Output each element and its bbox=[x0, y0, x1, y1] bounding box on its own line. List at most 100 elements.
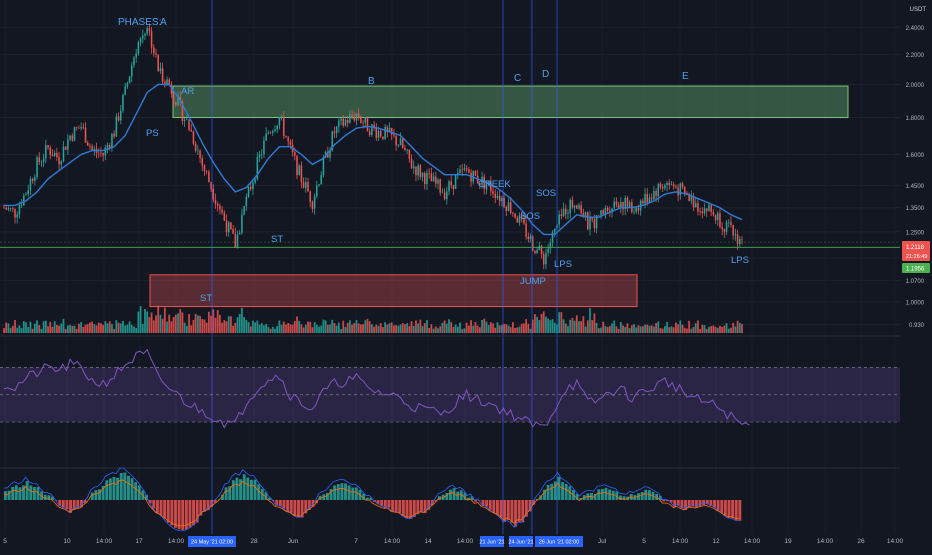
macd-hist-bar bbox=[395, 500, 398, 513]
volume-bar bbox=[265, 324, 267, 333]
volume-bar bbox=[248, 322, 250, 333]
candle-body bbox=[334, 132, 336, 134]
candle-body bbox=[569, 200, 571, 213]
candle-body bbox=[503, 198, 505, 207]
volume-bar bbox=[668, 327, 670, 333]
volume-bar bbox=[113, 329, 115, 333]
volume-bar bbox=[682, 325, 684, 333]
volume-bar bbox=[622, 325, 624, 333]
axis-pair-label: USDT bbox=[910, 7, 927, 13]
time-tick-label: 17 bbox=[135, 538, 143, 545]
volume-bar bbox=[675, 323, 677, 333]
volume-bar bbox=[21, 328, 23, 333]
volume-bar bbox=[215, 318, 217, 333]
candle-body bbox=[666, 183, 668, 185]
candle-body bbox=[508, 202, 510, 211]
highlighted-date-label-3: 26 Jun '21 02:00 bbox=[539, 540, 580, 546]
volume-bar bbox=[655, 323, 657, 333]
candle-body bbox=[12, 208, 14, 209]
macd-hist-bar bbox=[510, 500, 513, 523]
volume-bar bbox=[74, 326, 76, 333]
volume-bar bbox=[404, 324, 406, 333]
volume-bar bbox=[259, 325, 261, 333]
macd-hist-bar bbox=[333, 485, 336, 500]
phase-label-1: A bbox=[160, 17, 167, 28]
volume-bar bbox=[276, 326, 278, 333]
candle-body bbox=[235, 234, 237, 248]
candle-body bbox=[113, 134, 115, 137]
volume-bar bbox=[188, 314, 190, 333]
volume-bar bbox=[569, 320, 571, 333]
last-price-value: 1.2118 bbox=[906, 245, 925, 251]
volume-bar bbox=[470, 320, 472, 333]
volume-bar bbox=[153, 320, 155, 333]
candle-body bbox=[188, 120, 190, 130]
macd-hist-bar bbox=[290, 500, 293, 513]
macd-hist-bar bbox=[44, 495, 47, 500]
price-tick-label: 2.2000 bbox=[906, 53, 925, 59]
macd-hist-bar bbox=[662, 500, 665, 501]
macd-hist-bar bbox=[561, 482, 564, 500]
macd-hist-bar bbox=[232, 480, 235, 500]
candle-body bbox=[206, 171, 208, 172]
volume-bar bbox=[503, 324, 505, 333]
volume-bar bbox=[115, 320, 117, 333]
macd-hist-bar bbox=[547, 485, 550, 500]
volume-bar bbox=[133, 326, 135, 333]
candle-body bbox=[406, 150, 408, 151]
candle-body bbox=[318, 184, 320, 185]
volume-bar bbox=[494, 328, 496, 333]
candle-body bbox=[274, 129, 276, 131]
volume-bar bbox=[182, 312, 184, 333]
volume-bar bbox=[160, 315, 162, 333]
volume-bar bbox=[162, 319, 164, 333]
volume-bar bbox=[41, 329, 43, 333]
volume-bar bbox=[30, 322, 32, 333]
candle-body bbox=[600, 210, 602, 215]
volume-bar bbox=[558, 312, 560, 333]
candle-body bbox=[699, 211, 701, 212]
volume-bar bbox=[193, 320, 195, 333]
candle-body bbox=[420, 166, 422, 177]
candle-body bbox=[323, 158, 325, 175]
volume-bar bbox=[303, 328, 305, 333]
candle-body bbox=[215, 200, 217, 204]
candle-body bbox=[574, 206, 576, 208]
candle-body bbox=[642, 201, 644, 203]
candle-body bbox=[276, 126, 278, 130]
candle-body bbox=[726, 222, 728, 231]
candle-body bbox=[710, 205, 712, 212]
volume-bar bbox=[323, 320, 325, 333]
volume-bar bbox=[14, 320, 16, 333]
volume-bar bbox=[585, 326, 587, 333]
macd-hist-bar bbox=[351, 488, 354, 500]
candle-body bbox=[662, 187, 664, 188]
event-label-7: SOS bbox=[520, 211, 540, 222]
candle-body bbox=[721, 227, 723, 229]
candle-body bbox=[254, 179, 256, 182]
volume-bar bbox=[5, 323, 7, 333]
candle-body bbox=[100, 153, 102, 154]
event-label-2: ST bbox=[271, 234, 283, 245]
volume-bar bbox=[49, 322, 51, 333]
candle-body bbox=[737, 234, 739, 244]
candle-body bbox=[290, 141, 292, 145]
volume-bar bbox=[144, 309, 146, 333]
candle-body bbox=[464, 168, 466, 170]
volume-bar bbox=[226, 321, 228, 333]
candle-body bbox=[530, 236, 532, 239]
volume-bar bbox=[693, 327, 695, 333]
macd-hist-bar bbox=[717, 500, 720, 511]
volume-bar bbox=[78, 324, 80, 333]
candle-body bbox=[268, 133, 270, 134]
candle-body bbox=[545, 253, 547, 264]
volume-bar bbox=[166, 322, 168, 333]
volume-bar bbox=[591, 320, 593, 333]
candle-body bbox=[448, 181, 450, 191]
volume-bar bbox=[296, 316, 298, 333]
volume-bar bbox=[638, 325, 640, 333]
candle-body bbox=[565, 209, 567, 214]
volume-bar bbox=[633, 324, 635, 333]
candle-body bbox=[336, 127, 338, 134]
